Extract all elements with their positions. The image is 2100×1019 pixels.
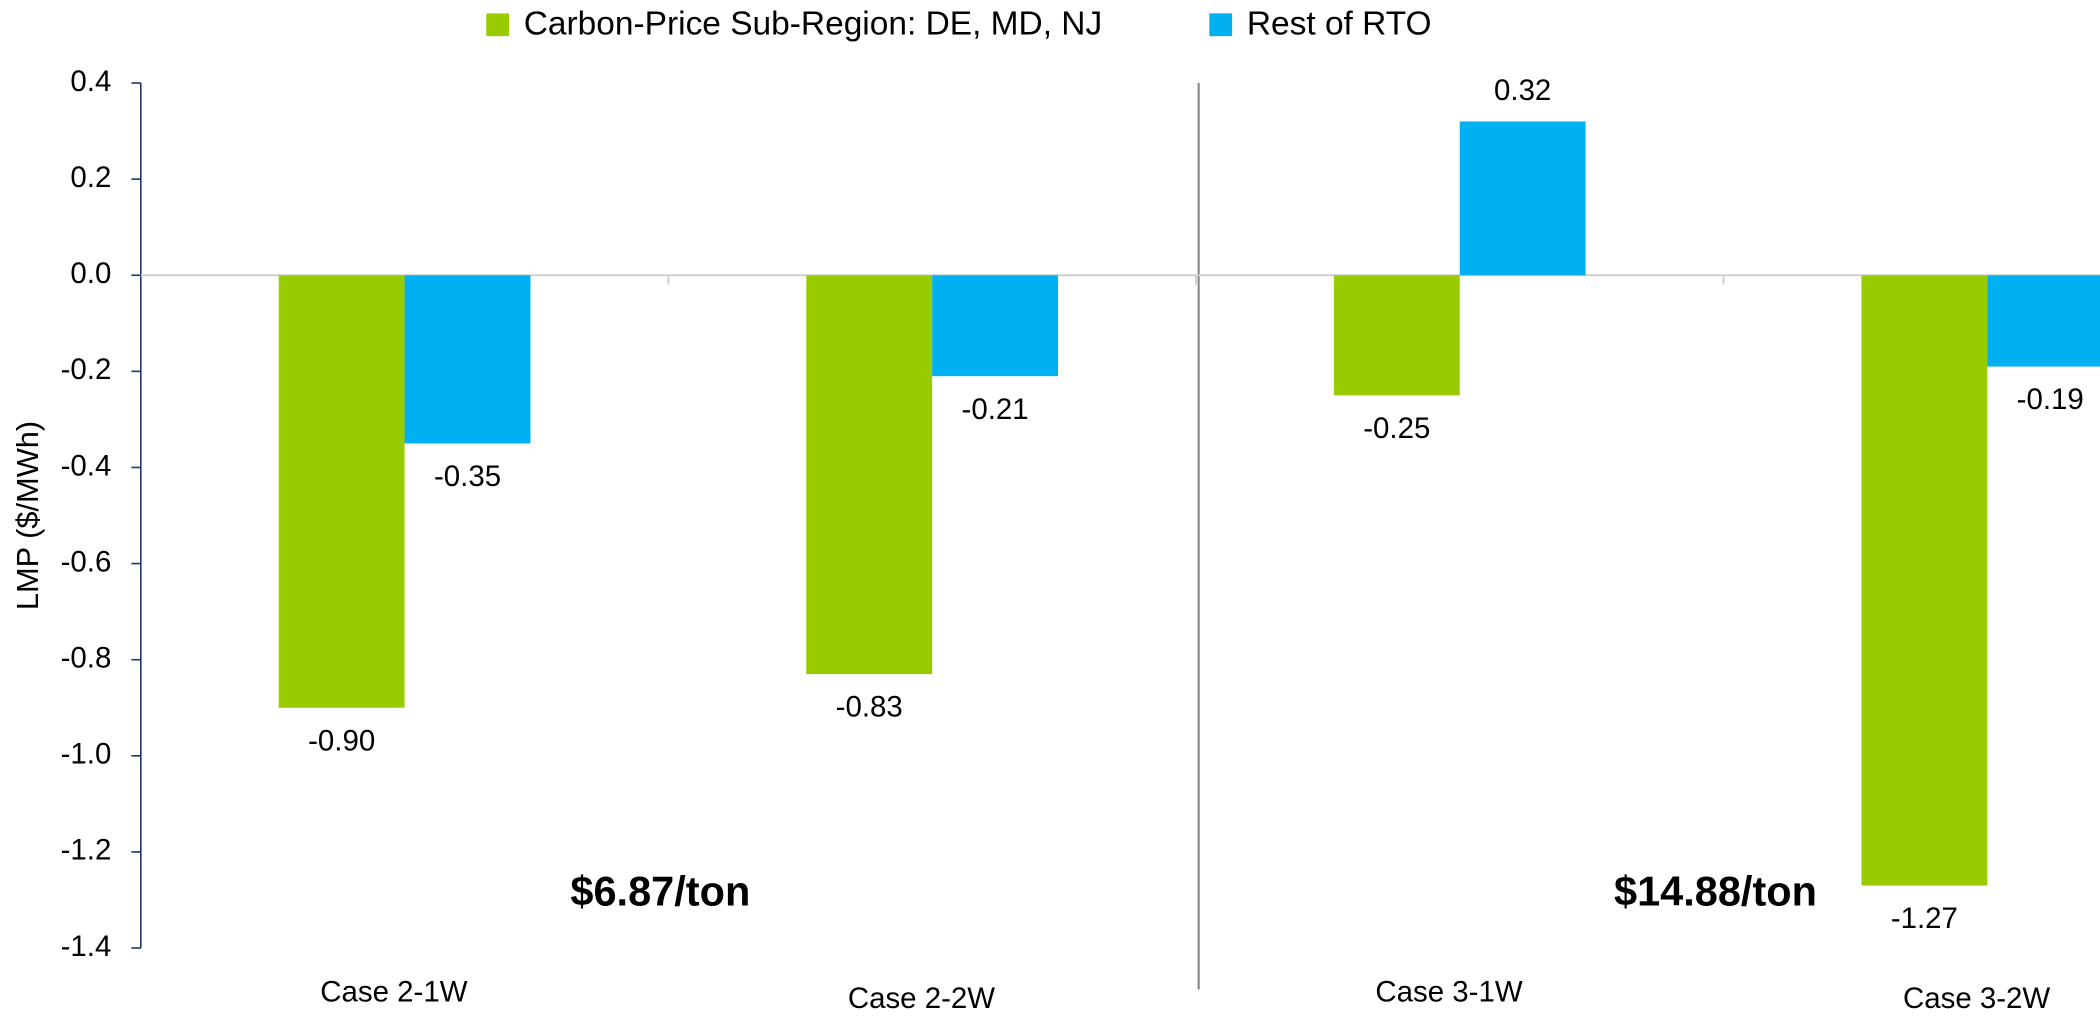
data-label: -0.90 — [308, 724, 375, 757]
data-label: -0.35 — [434, 460, 501, 493]
bar — [278, 275, 405, 708]
y-tick-label: 0.4 — [70, 65, 111, 98]
legend-swatch — [1209, 13, 1233, 37]
y-tick-label: -0.6 — [61, 545, 112, 578]
bar — [1333, 275, 1460, 396]
data-label: -0.25 — [1363, 412, 1430, 445]
legend-swatch — [486, 13, 510, 37]
bar — [806, 275, 933, 675]
y-tick-label: 0.0 — [70, 257, 111, 290]
x-tick-label: Case 3-1W — [1375, 975, 1522, 1008]
y-tick-label: 0.2 — [70, 161, 111, 194]
legend-label: Rest of RTO — [1247, 5, 1432, 42]
bar — [404, 275, 531, 444]
y-tick-label: -1.0 — [61, 738, 112, 771]
data-label: -0.19 — [2017, 383, 2084, 416]
data-label: 0.32 — [1494, 74, 1551, 107]
annotation: $14.88/ton — [1614, 867, 1817, 914]
y-axis-label: LMP ($/MWh) — [10, 421, 45, 610]
bar — [932, 275, 1059, 377]
x-tick-label: Case 3-2W — [1903, 982, 2050, 1015]
y-tick-label: -1.4 — [61, 930, 112, 963]
bar — [1459, 121, 1586, 276]
data-label: -1.27 — [1891, 902, 1958, 935]
data-label: -0.21 — [962, 393, 1029, 426]
bar — [1987, 275, 2100, 367]
bar — [1861, 275, 1988, 886]
x-tick-label: Case 2-2W — [848, 982, 995, 1015]
legend-label: Carbon-Price Sub-Region: DE, MD, NJ — [524, 5, 1102, 42]
annotation: $6.87/ton — [570, 867, 750, 914]
y-tick-label: -0.4 — [61, 449, 112, 482]
y-tick-label: -0.8 — [61, 641, 112, 674]
x-tick-label: Case 2-1W — [320, 975, 467, 1008]
y-tick-label: -1.2 — [61, 834, 112, 867]
data-label: -0.83 — [836, 691, 903, 724]
y-tick-label: -0.2 — [61, 353, 112, 386]
